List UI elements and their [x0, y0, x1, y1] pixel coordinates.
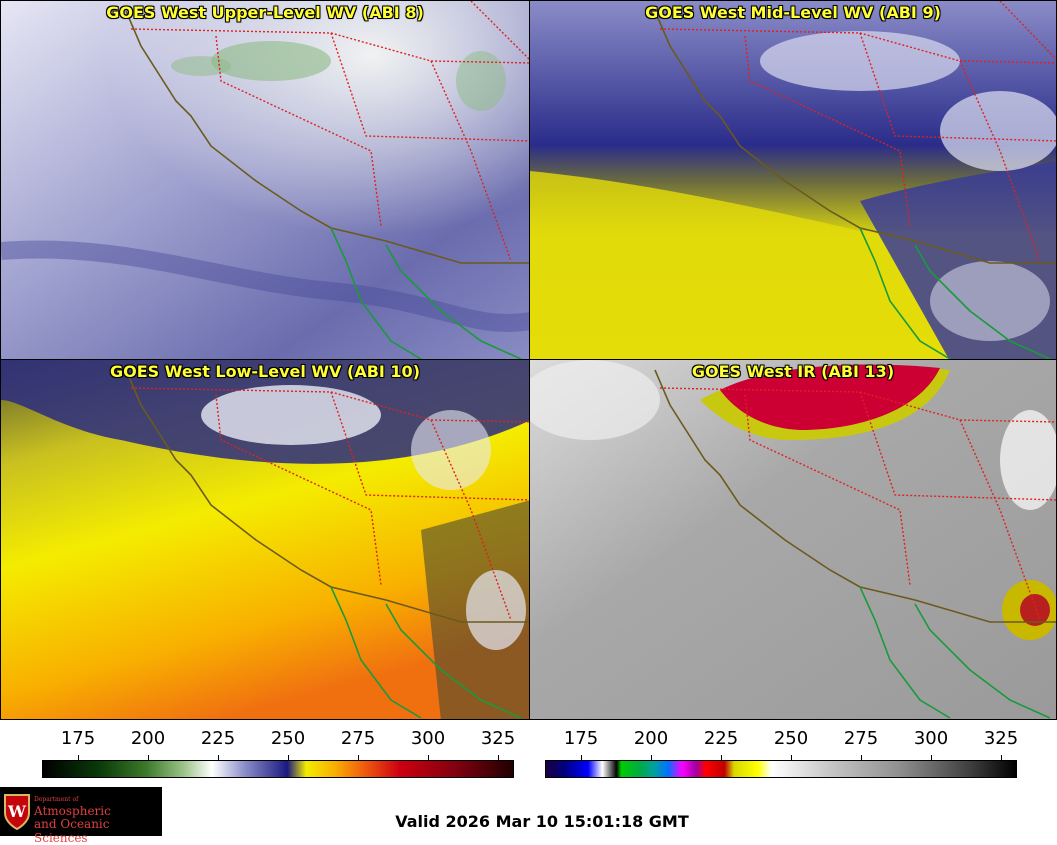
- logo-line2: Atmospheric: [34, 804, 111, 818]
- tick-label: 200: [633, 728, 669, 749]
- uw-crest-icon: W: [4, 794, 30, 831]
- aos-logo: W Department of Atmospheric and Oceanic …: [0, 787, 162, 845]
- wv-colorbar: 175 200 225 250 275 300 325: [0, 728, 530, 783]
- panel-title: GOES West Low-Level WV (ABI 10): [109, 362, 420, 381]
- panel-title: GOES West Mid-Level WV (ABI 9): [645, 3, 941, 22]
- mid-level-wv-image: [530, 1, 1056, 359]
- ir-image: [530, 360, 1056, 719]
- tick-label: 325: [480, 728, 516, 749]
- panel-title: GOES West IR (ABI 13): [691, 362, 895, 381]
- tick-label: 175: [563, 728, 599, 749]
- ir-colorbar: 175 200 225 250 275 300 325: [529, 728, 1057, 783]
- tick-label: 275: [340, 728, 376, 749]
- low-level-wv-image: [1, 360, 529, 719]
- tick-label: 250: [773, 728, 809, 749]
- tick-label: 250: [270, 728, 306, 749]
- upper-level-wv-image: [1, 1, 529, 359]
- valid-time: Valid 2026 Mar 10 15:01:18 GMT: [395, 812, 689, 831]
- tick-label: 175: [60, 728, 96, 749]
- tick-label: 300: [913, 728, 949, 749]
- panel-upper-level-wv: GOES West Upper-Level WV (ABI 8): [0, 0, 530, 360]
- logo-line1: Department of: [34, 796, 79, 803]
- panel-low-level-wv: GOES West Low-Level WV (ABI 10): [0, 359, 530, 720]
- tick-label: 225: [200, 728, 236, 749]
- tick-label: 325: [983, 728, 1019, 749]
- tick-label: 200: [130, 728, 166, 749]
- tick-label: 275: [843, 728, 879, 749]
- wv-colorbar-bar: [42, 760, 514, 778]
- tick-label: 300: [410, 728, 446, 749]
- panel-title: GOES West Upper-Level WV (ABI 8): [106, 3, 424, 22]
- panel-ir: GOES West IR (ABI 13): [529, 359, 1057, 720]
- tick-label: 225: [703, 728, 739, 749]
- svg-text:W: W: [7, 802, 27, 821]
- ir-colorbar-bar: [545, 760, 1017, 778]
- panel-mid-level-wv: GOES West Mid-Level WV (ABI 9): [529, 0, 1057, 360]
